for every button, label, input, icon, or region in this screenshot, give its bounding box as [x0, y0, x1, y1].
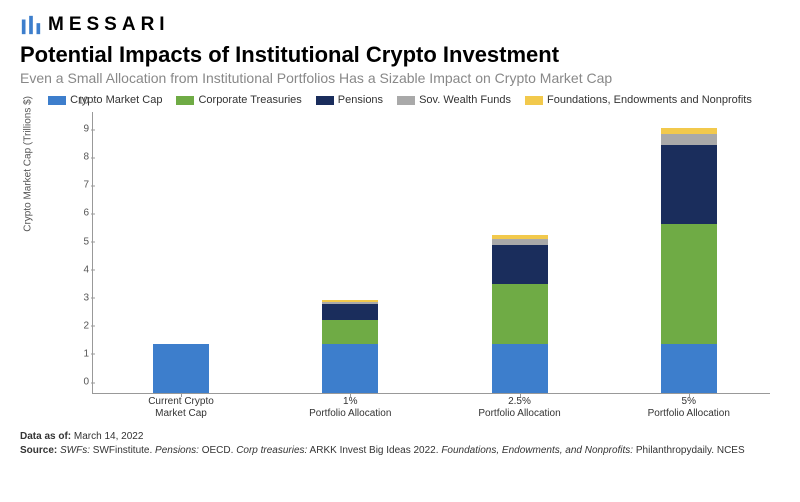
bar-segment — [661, 224, 717, 344]
messari-icon — [20, 14, 42, 36]
chart-area: Crypto Market Cap (Trillions $) 01234567… — [70, 112, 770, 422]
brand-logo: MESSARI — [20, 14, 780, 36]
y-tick: 0 — [67, 377, 89, 388]
y-tick: 8 — [67, 152, 89, 163]
bar-segment — [322, 344, 378, 393]
legend-swatch — [397, 96, 415, 105]
bar-segment — [492, 284, 548, 343]
chart-title: Potential Impacts of Institutional Crypt… — [20, 42, 780, 68]
footer: Data as of: March 14, 2022 Source: SWFs:… — [20, 430, 780, 458]
bar-group — [153, 344, 209, 393]
x-label: 1%Portfolio Allocation — [295, 393, 405, 420]
bar-segment — [661, 145, 717, 224]
y-tick: 5 — [67, 236, 89, 247]
y-tick: 4 — [67, 264, 89, 275]
y-tick: 9 — [67, 124, 89, 135]
legend-swatch — [48, 96, 66, 105]
y-tick: 7 — [67, 180, 89, 191]
bar-group — [661, 128, 717, 393]
source-value: SWFs: SWFinstitute. Pensions: OECD. Corp… — [60, 445, 745, 456]
bar-segment — [492, 245, 548, 284]
x-tick — [520, 393, 521, 397]
legend-swatch — [316, 96, 334, 105]
legend: Crypto Market Cap Corporate Treasuries Pen… — [20, 94, 780, 106]
y-tick: 10 — [67, 96, 89, 107]
data-as-of-label: Data as of: — [20, 431, 71, 442]
plot: 012345678910Current CryptoMarket Cap1%Po… — [92, 112, 770, 394]
legend-item: Pensions — [316, 94, 383, 106]
bar-segment — [661, 344, 717, 393]
legend-label: Sov. Wealth Funds — [419, 94, 511, 106]
bar-segment — [661, 134, 717, 145]
bar-segment — [153, 344, 209, 393]
y-tick: 2 — [67, 320, 89, 331]
legend-label: Corporate Treasuries — [198, 94, 301, 106]
chart-subtitle: Even a Small Allocation from Institution… — [20, 70, 780, 86]
bar-group — [322, 300, 378, 393]
bar-segment — [322, 304, 378, 320]
bar-segment — [322, 320, 378, 344]
legend-item: Crypto Market Cap — [48, 94, 162, 106]
x-label: 5%Portfolio Allocation — [634, 393, 744, 420]
brand-text: MESSARI — [48, 14, 170, 36]
legend-item: Corporate Treasuries — [176, 94, 301, 106]
y-axis-label: Crypto Market Cap (Trillions $) — [23, 96, 34, 232]
bar-segment — [492, 344, 548, 393]
legend-label: Foundations, Endowments and Nonprofits — [547, 94, 752, 106]
source-label: Source: — [20, 445, 57, 456]
legend-item: Sov. Wealth Funds — [397, 94, 511, 106]
x-label: Current CryptoMarket Cap — [126, 393, 236, 420]
legend-item: Foundations, Endowments and Nonprofits — [525, 94, 752, 106]
legend-swatch — [525, 96, 543, 105]
y-tick: 6 — [67, 208, 89, 219]
y-tick: 3 — [67, 292, 89, 303]
x-tick — [689, 393, 690, 397]
legend-swatch — [176, 96, 194, 105]
x-tick — [350, 393, 351, 397]
y-tick: 1 — [67, 348, 89, 359]
x-tick — [181, 393, 182, 397]
x-label: 2.5%Portfolio Allocation — [465, 393, 575, 420]
bar-group — [492, 235, 548, 393]
legend-label: Pensions — [338, 94, 383, 106]
data-as-of-value: March 14, 2022 — [74, 431, 144, 442]
